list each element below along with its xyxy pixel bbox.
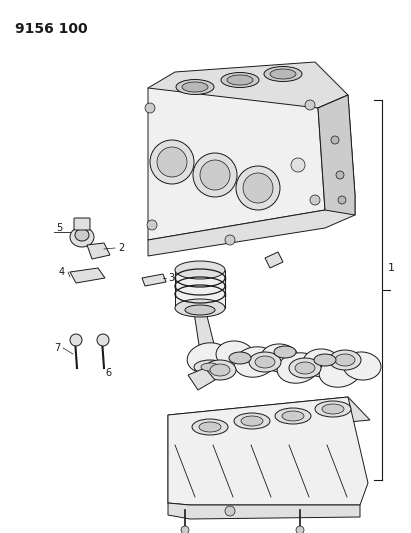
Circle shape [147,220,157,230]
Text: 1: 1 [388,263,395,273]
Polygon shape [318,95,355,215]
Polygon shape [168,397,370,437]
Ellipse shape [329,350,361,370]
Ellipse shape [176,79,214,94]
Circle shape [145,103,155,113]
Ellipse shape [264,67,302,82]
Polygon shape [168,415,190,505]
Circle shape [291,158,305,172]
Polygon shape [168,397,368,505]
Polygon shape [87,243,110,259]
Text: 9156 100: 9156 100 [15,22,88,36]
Text: 6: 6 [105,368,111,378]
Ellipse shape [243,173,273,203]
Polygon shape [70,268,105,283]
Text: 2: 2 [118,243,124,253]
Ellipse shape [204,360,236,380]
Ellipse shape [255,356,275,368]
Circle shape [305,100,315,110]
Ellipse shape [303,349,341,377]
Ellipse shape [187,343,229,373]
Ellipse shape [175,299,225,317]
Text: 3: 3 [168,273,174,283]
Ellipse shape [343,352,381,380]
Polygon shape [148,195,355,256]
Ellipse shape [261,344,299,372]
Circle shape [310,195,320,205]
Circle shape [225,235,235,245]
Ellipse shape [275,408,311,424]
Ellipse shape [282,411,304,421]
Ellipse shape [234,347,276,377]
Ellipse shape [182,82,208,92]
Polygon shape [194,312,218,365]
Ellipse shape [319,357,361,387]
Text: 4: 4 [59,267,65,277]
Ellipse shape [221,72,259,87]
Ellipse shape [249,352,281,372]
Ellipse shape [270,69,296,79]
Polygon shape [188,368,215,390]
Ellipse shape [277,353,319,383]
Ellipse shape [229,352,251,364]
Polygon shape [318,95,355,210]
Ellipse shape [216,341,254,369]
Ellipse shape [210,364,230,376]
Circle shape [331,136,339,144]
Ellipse shape [192,419,228,435]
Polygon shape [265,252,283,268]
Ellipse shape [236,166,280,210]
Polygon shape [168,503,360,519]
Ellipse shape [227,75,253,85]
Ellipse shape [241,416,263,426]
Ellipse shape [335,354,355,366]
Ellipse shape [75,229,89,241]
Ellipse shape [315,401,351,417]
Ellipse shape [274,346,296,358]
Ellipse shape [295,362,315,374]
Polygon shape [148,88,325,240]
Circle shape [181,526,189,533]
Text: 7: 7 [54,343,60,353]
Text: 5: 5 [56,223,62,233]
Circle shape [336,171,344,179]
Ellipse shape [234,413,270,429]
Ellipse shape [314,354,336,366]
Ellipse shape [199,422,221,432]
Ellipse shape [193,153,237,197]
Circle shape [296,526,304,533]
Ellipse shape [150,140,194,184]
Ellipse shape [70,227,94,247]
FancyBboxPatch shape [74,218,90,230]
Ellipse shape [322,404,344,414]
Ellipse shape [201,363,219,371]
Circle shape [225,506,235,516]
Circle shape [70,334,82,346]
Polygon shape [175,270,225,308]
Ellipse shape [185,305,215,315]
Ellipse shape [157,147,187,177]
Circle shape [338,196,346,204]
Ellipse shape [175,261,225,279]
Polygon shape [148,62,348,118]
Ellipse shape [194,360,226,374]
Ellipse shape [289,358,321,378]
Circle shape [97,334,109,346]
Polygon shape [142,274,166,286]
Ellipse shape [200,160,230,190]
